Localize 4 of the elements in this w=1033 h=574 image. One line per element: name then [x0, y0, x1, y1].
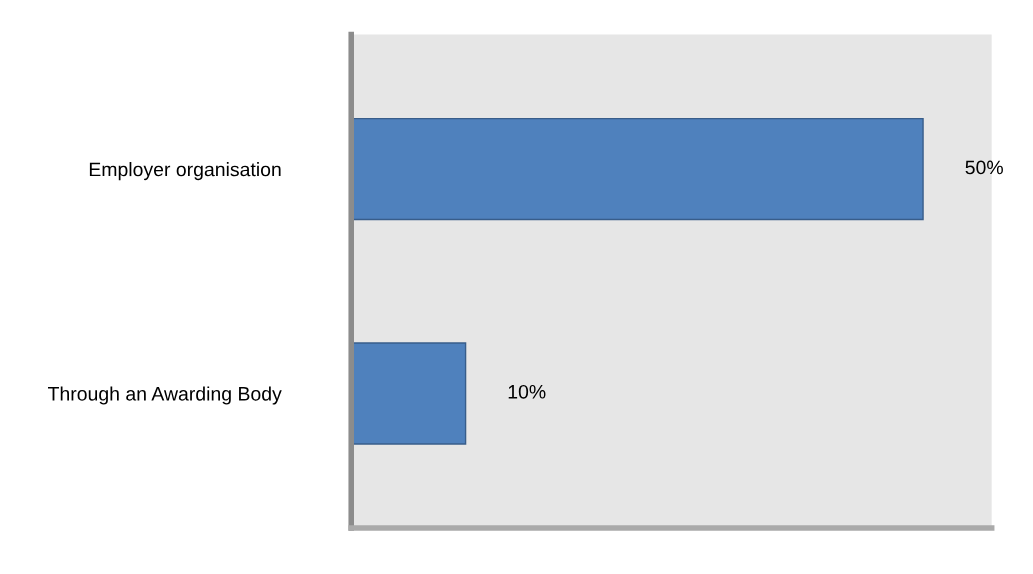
data-label: 50% — [965, 160, 1003, 175]
y-tick-label: Through an Awarding Body — [48, 386, 282, 405]
y-tick-label: Employer organisation — [89, 162, 281, 181]
data-label: 10% — [508, 384, 546, 399]
